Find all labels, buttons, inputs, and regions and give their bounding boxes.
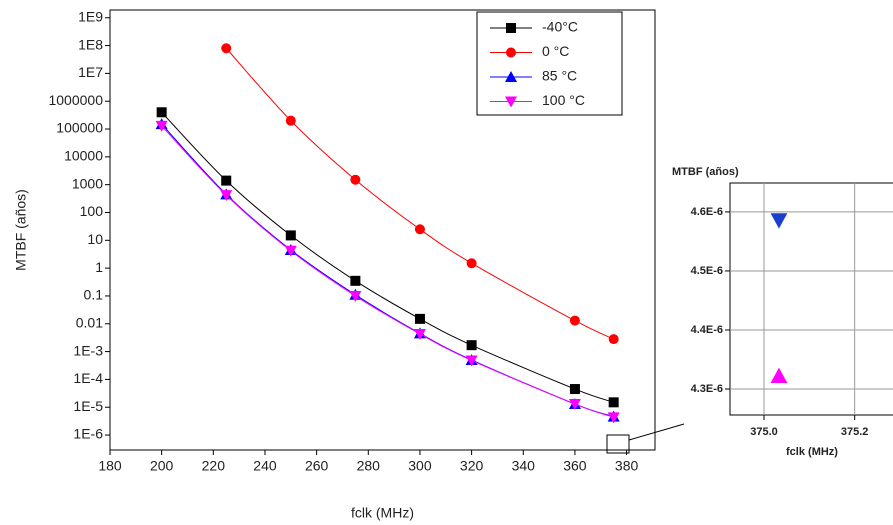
- x-tick-label: 360: [563, 458, 587, 474]
- y-tick-label: 1E-6: [73, 426, 103, 442]
- x-tick-label: 375.0: [750, 426, 778, 438]
- y-tick-label: 4.3E-6: [691, 383, 723, 395]
- inset-chart: 4.3E-6 4.4E-6 4.5E-6 4.6E-6 375.0 375.2 MTBF (…: [672, 166, 893, 458]
- marker: [155, 120, 168, 132]
- y-tick-label: 10: [87, 231, 103, 247]
- marker: [156, 107, 167, 118]
- zoom-connector: [628, 423, 685, 441]
- legend-label: 85 °C: [542, 68, 577, 84]
- y-tick-label: 1E7: [78, 64, 103, 80]
- marker: [506, 47, 516, 58]
- marker: [568, 399, 581, 411]
- series-line: [161, 111, 614, 403]
- marker: [284, 245, 297, 257]
- marker: [569, 315, 580, 326]
- zoom-box: [606, 434, 630, 454]
- x-tick-label: 375.2: [841, 426, 869, 438]
- x-axis-title: fclk (MHz): [351, 505, 414, 521]
- marker: [221, 43, 232, 54]
- y-tick-label: 4.4E-6: [691, 324, 723, 336]
- y-tick-label: 1E-3: [73, 342, 103, 358]
- marker: [465, 355, 478, 367]
- x-tick-label: 340: [512, 458, 536, 474]
- y-tick-label: 10000: [64, 148, 103, 164]
- marker: [220, 190, 233, 202]
- y-tick-label: 100000: [56, 120, 103, 136]
- main-chart: 1E-6 1E-5 1E-4 1E-3 0.01 0.1 1 10 100 1000 10000 10…: [13, 8, 639, 520]
- legend-label: 100 °C: [542, 92, 585, 108]
- y-tick-label: 1000: [72, 175, 103, 191]
- marker: [505, 96, 517, 108]
- y-tick-label: 100: [80, 203, 104, 219]
- marker: [414, 313, 425, 324]
- y-tick-label: 1E-5: [73, 398, 103, 414]
- series-line: [161, 123, 614, 418]
- marker: [350, 174, 361, 185]
- x-axis-title: fclk (MHz): [786, 446, 838, 458]
- y-tick-label: 0.1: [84, 287, 104, 303]
- marker: [349, 290, 362, 302]
- x-tick-label: 180: [98, 458, 122, 474]
- marker: [350, 275, 361, 286]
- x-tick-label: 260: [305, 458, 329, 474]
- y-tick-label: 4.6E-6: [691, 206, 723, 218]
- marker: [770, 213, 788, 229]
- marker: [413, 328, 426, 340]
- marker: [466, 258, 477, 269]
- marker: [221, 175, 232, 186]
- x-tick-label: 300: [408, 458, 432, 474]
- plot-frame: [109, 9, 656, 451]
- series-line: [161, 125, 614, 418]
- y-tick-label: 1000000: [48, 92, 103, 108]
- marker: [608, 334, 619, 345]
- y-tick-label: 4.5E-6: [691, 265, 723, 277]
- x-tick-label: 220: [202, 458, 226, 474]
- y-tick-label: 1E8: [78, 36, 103, 52]
- y-tick-label: 1: [95, 259, 103, 275]
- marker: [608, 397, 619, 408]
- marker: [285, 115, 296, 126]
- x-tick-label: 380: [615, 458, 639, 474]
- x-tick-label: 200: [150, 458, 174, 474]
- marker: [285, 230, 296, 241]
- x-tick-label: 320: [460, 458, 484, 474]
- marker: [770, 367, 788, 384]
- y-tick-label: 0.01: [76, 314, 103, 330]
- marker: [607, 412, 620, 424]
- y-tick-label: 1E-4: [73, 370, 103, 386]
- legend-label: -40°C: [542, 19, 578, 35]
- y-axis-title: MTBF (años): [672, 166, 739, 178]
- marker: [506, 23, 516, 33]
- legend-box: [476, 11, 623, 116]
- marker: [569, 384, 580, 395]
- x-tick-label: 280: [357, 458, 381, 474]
- legend-label: 0 °C: [542, 43, 569, 59]
- marker: [414, 224, 425, 235]
- marker: [505, 71, 517, 82]
- inset-frame: [729, 182, 893, 416]
- marker: [466, 340, 477, 351]
- y-axis-title: MTBF (años): [13, 189, 29, 271]
- y-tick-label: 1E9: [78, 8, 103, 24]
- x-tick-label: 240: [253, 458, 277, 474]
